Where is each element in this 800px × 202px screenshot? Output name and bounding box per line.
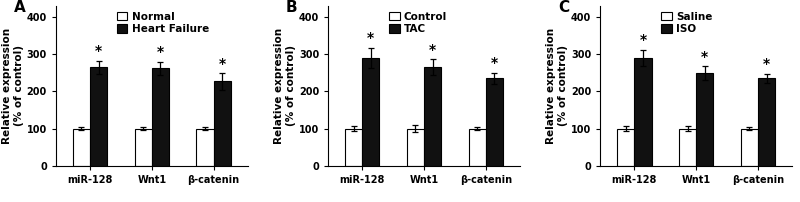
Bar	[679, 128, 696, 166]
Text: *: *	[157, 45, 164, 59]
Legend: Control, TAC: Control, TAC	[387, 10, 449, 36]
Bar	[134, 128, 152, 166]
Text: *: *	[95, 44, 102, 58]
Text: *: *	[763, 57, 770, 71]
Bar	[214, 81, 231, 166]
Bar	[617, 128, 634, 166]
Bar	[73, 128, 90, 166]
Text: B: B	[286, 0, 298, 15]
Text: *: *	[639, 33, 646, 47]
Legend: Saline, ISO: Saline, ISO	[659, 10, 714, 36]
Text: *: *	[429, 43, 436, 57]
Bar	[90, 67, 107, 166]
Y-axis label: Relative expression
(% of control): Relative expression (% of control)	[2, 28, 24, 144]
Bar	[345, 128, 362, 166]
Text: C: C	[558, 0, 570, 15]
Text: *: *	[491, 56, 498, 70]
Y-axis label: Relative expression
(% of control): Relative expression (% of control)	[274, 28, 296, 144]
Bar	[634, 58, 652, 166]
Bar	[362, 58, 379, 166]
Bar	[696, 73, 714, 166]
Bar	[424, 67, 442, 166]
Text: *: *	[367, 31, 374, 45]
Bar	[406, 128, 424, 166]
Bar	[196, 128, 214, 166]
Text: *: *	[702, 49, 708, 64]
Y-axis label: Relative expression
(% of control): Relative expression (% of control)	[546, 28, 568, 144]
Bar	[741, 128, 758, 166]
Bar	[758, 78, 775, 166]
Text: A: A	[14, 0, 26, 15]
Bar	[486, 78, 503, 166]
Text: *: *	[218, 57, 226, 71]
Bar	[152, 68, 169, 166]
Legend: Normal, Heart Failure: Normal, Heart Failure	[115, 10, 211, 36]
Bar	[469, 128, 486, 166]
